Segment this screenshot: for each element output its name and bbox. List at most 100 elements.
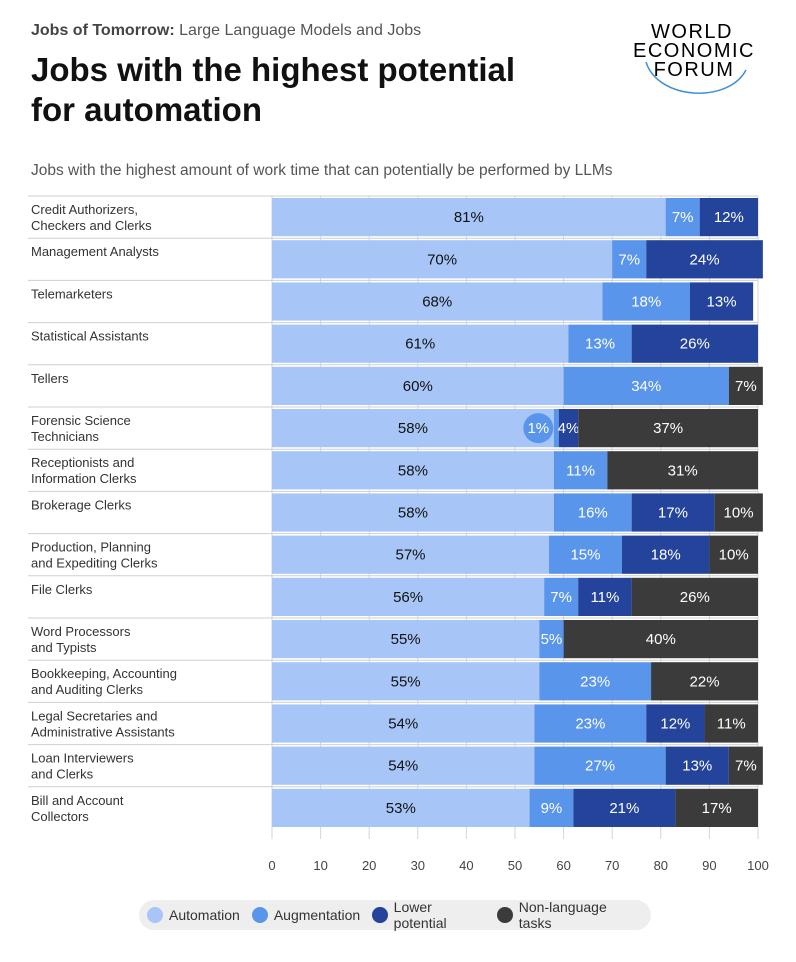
- bar-segment: [529, 788, 574, 827]
- legend-swatch-non-language: [497, 907, 513, 923]
- bar-segment: [602, 282, 690, 321]
- value-label: 1%: [527, 420, 549, 437]
- bar-segment: [563, 620, 758, 659]
- legend-swatch-lower-potential: [372, 907, 388, 923]
- value-label: 11%: [590, 589, 619, 606]
- value-label: 55%: [391, 631, 421, 648]
- bar-segment: [272, 366, 564, 405]
- bar-segment: [568, 324, 632, 363]
- x-tick-label: 60: [556, 858, 570, 873]
- bar-segment: [272, 409, 554, 448]
- bar-segment: [272, 704, 535, 743]
- legend-label-lower-potential: Lower potential: [393, 899, 447, 931]
- logo-arc-icon: [645, 61, 747, 94]
- kicker: Jobs of Tomorrow: Large Language Models …: [31, 22, 421, 40]
- category-label: Receptionists and Information Clerks: [31, 455, 137, 486]
- bar-segment: [631, 493, 715, 532]
- bar-segment: [544, 577, 579, 616]
- bar-segment: [631, 577, 758, 616]
- category-label: Forensic Science Technicians: [31, 413, 131, 444]
- small-value-bubble: [523, 413, 554, 444]
- bar-segment: [534, 704, 647, 743]
- value-label: 16%: [578, 505, 608, 522]
- chart-subtitle: Jobs with the highest amount of work tim…: [31, 162, 613, 179]
- logo-line-1: WORLD: [651, 21, 733, 43]
- category-label-line: Technicians: [31, 429, 99, 444]
- value-label: 12%: [714, 209, 744, 226]
- category-label-line: File Clerks: [31, 582, 93, 597]
- value-label: 4%: [558, 420, 580, 437]
- value-label: 13%: [585, 336, 615, 353]
- category-label-line: and Auditing Clerks: [31, 682, 144, 697]
- value-label: 23%: [575, 716, 605, 733]
- value-label: 60%: [403, 378, 433, 395]
- x-tick-label: 20: [362, 858, 376, 873]
- bar-segment: [728, 746, 763, 785]
- category-label: Credit Authorizers, Checkers and Clerks: [31, 202, 152, 233]
- value-label: 26%: [680, 336, 710, 353]
- category-label-line: Bill and Account: [31, 793, 124, 808]
- legend-item-lower-potential: Lower potential: [372, 899, 485, 931]
- value-label: 13%: [707, 294, 737, 311]
- category-label: Bill and Account Collectors: [31, 793, 124, 824]
- bar-segment: [621, 535, 710, 574]
- x-tick-label: 10: [313, 858, 327, 873]
- bar-segment: [272, 788, 530, 827]
- bar-segment: [539, 662, 652, 701]
- category-label-line: Brokerage Clerks: [31, 497, 132, 512]
- category-label: Telemarketers: [31, 286, 113, 301]
- value-label: 15%: [570, 547, 600, 564]
- bar-segment: [689, 282, 754, 321]
- value-label: 68%: [422, 294, 452, 311]
- value-label: 7%: [735, 758, 757, 775]
- bar-segment: [272, 535, 550, 574]
- category-label: Management Analysts: [31, 244, 159, 259]
- category-label: Legal Secretaries and Administrative Assi…: [31, 708, 175, 739]
- value-label: 17%: [658, 505, 688, 522]
- value-label: 54%: [388, 758, 418, 775]
- category-label-line: Information Clerks: [31, 471, 137, 486]
- bar-segment: [573, 788, 676, 827]
- value-label: 81%: [454, 209, 484, 226]
- bar-segment: [665, 746, 729, 785]
- bar-segment: [699, 198, 758, 237]
- bar-segment: [272, 198, 666, 237]
- logo-line-3: FORUM: [654, 59, 735, 81]
- legend-item-automation: Automation: [147, 907, 240, 923]
- wef-logo: WORLD ECONOMIC FORUM: [633, 21, 754, 94]
- bar-segment: [563, 366, 729, 405]
- bar-segment: [272, 240, 613, 279]
- category-label: Brokerage Clerks: [31, 497, 132, 512]
- value-label: 12%: [660, 716, 690, 733]
- x-tick-label: 70: [605, 858, 619, 873]
- bar-segment: [728, 366, 763, 405]
- value-label: 70%: [427, 251, 457, 268]
- x-tick-label: 50: [508, 858, 522, 873]
- category-label: Tellers: [31, 371, 69, 386]
- x-tick-label: 80: [654, 858, 668, 873]
- x-tick-label: 0: [268, 858, 275, 873]
- value-label: 26%: [680, 589, 710, 606]
- category-label-line: Word Processors: [31, 624, 131, 639]
- title-line-1: Jobs with the highest potential: [31, 51, 516, 88]
- category-label: Word Processors and Typists: [31, 624, 131, 655]
- bar-segment: [272, 324, 569, 363]
- category-label: Statistical Assistants: [31, 329, 149, 344]
- value-label: 7%: [618, 251, 640, 268]
- kicker-bold: Jobs of Tomorrow:: [31, 22, 175, 39]
- x-tick-label: 100: [747, 858, 769, 873]
- value-label: 10%: [719, 547, 749, 564]
- bar-segment: [578, 577, 632, 616]
- category-label-line: Checkers and Clerks: [31, 218, 152, 233]
- category-label: File Clerks: [31, 582, 93, 597]
- category-label-line: Credit Authorizers,: [31, 202, 138, 217]
- category-label-line: Bookkeeping, Accounting: [31, 666, 177, 681]
- value-label: 7%: [672, 209, 694, 226]
- category-label-line: Forensic Science: [31, 413, 131, 428]
- value-label: 61%: [405, 336, 435, 353]
- value-label: 10%: [724, 505, 754, 522]
- category-label: Production, Planning and Expediting Clerk…: [31, 540, 158, 571]
- bar-segment: [272, 620, 540, 659]
- stacked-bar-chart: Credit Authorizers, Checkers and Clerks 81…: [28, 195, 769, 873]
- category-label-line: and Typists: [31, 640, 97, 655]
